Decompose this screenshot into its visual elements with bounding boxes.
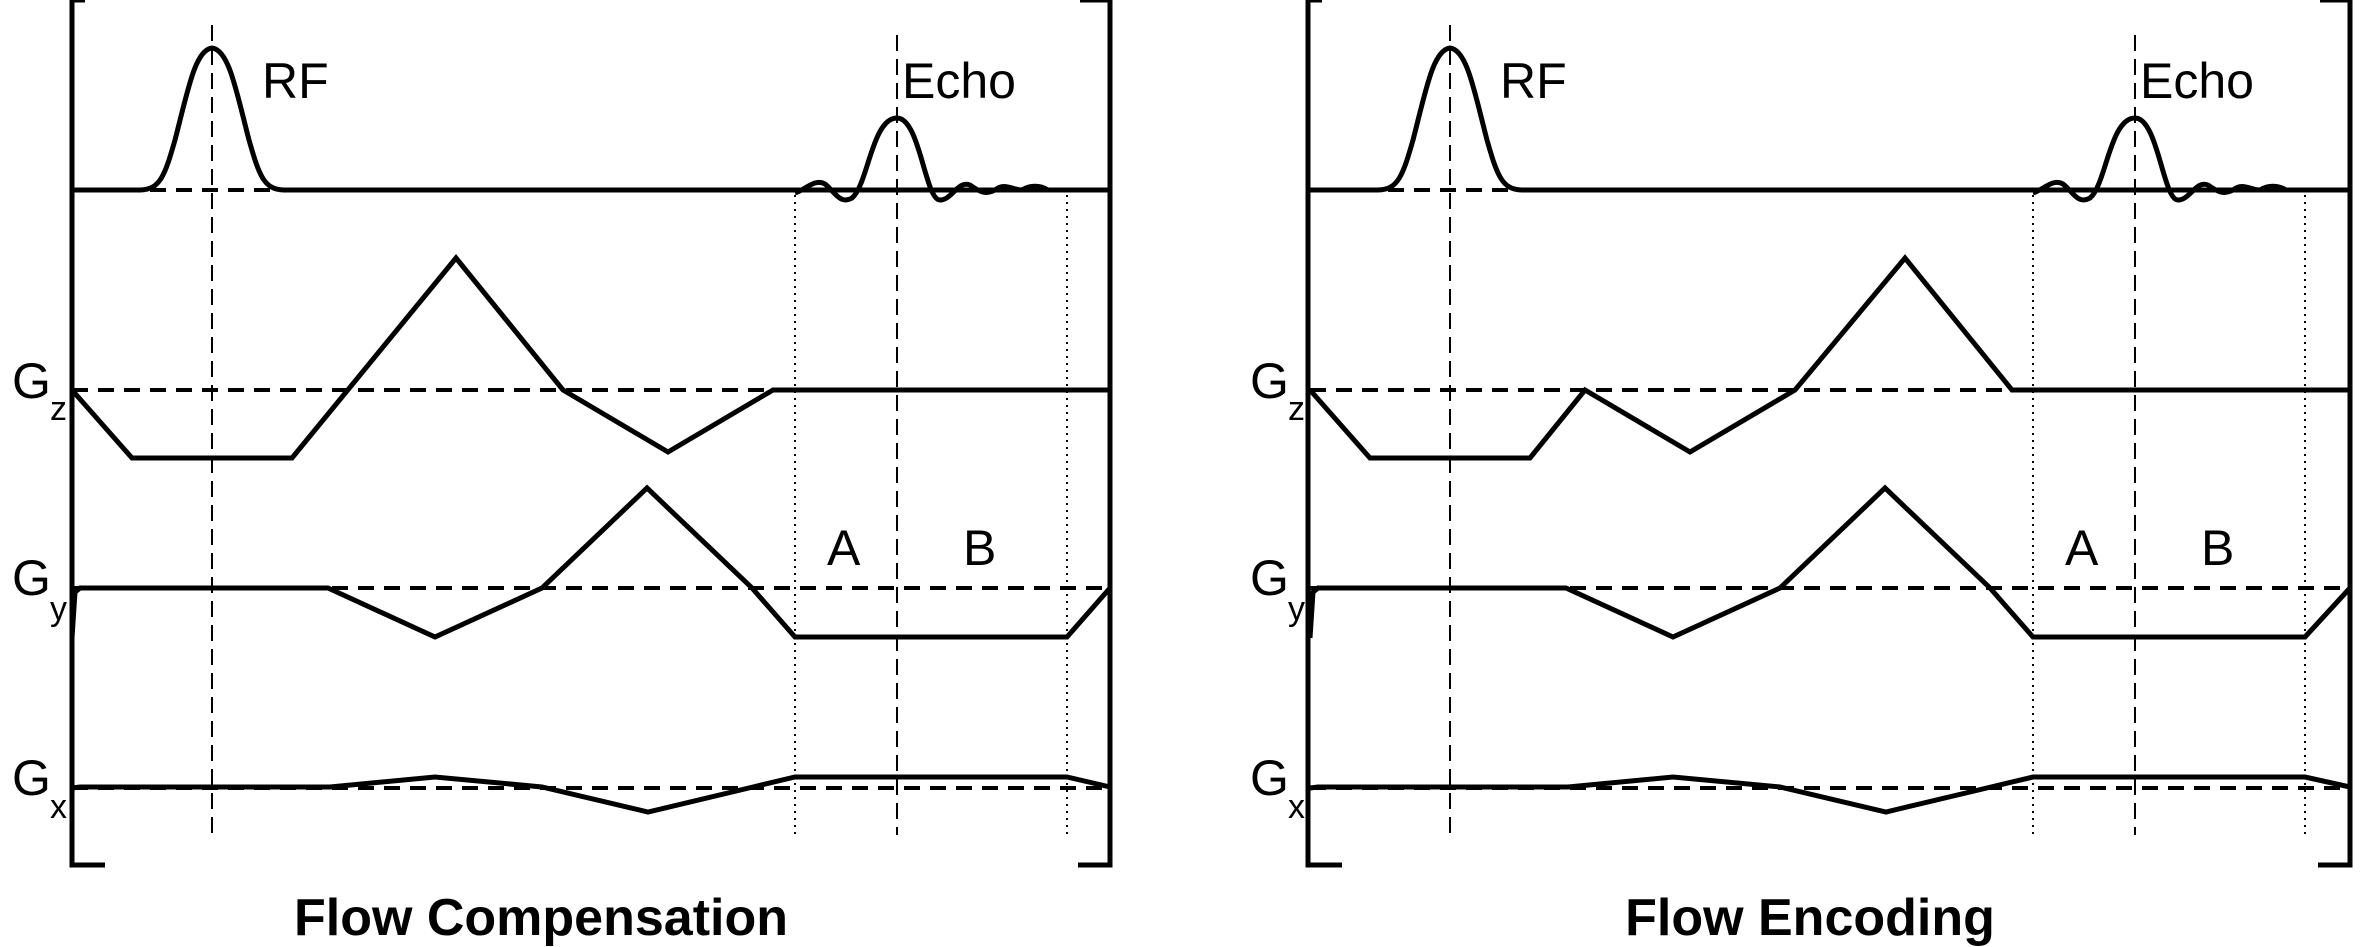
gz-gradient xyxy=(1308,254,2350,461)
gx-gradient xyxy=(1309,774,2351,815)
gz-subscript: z xyxy=(50,390,67,428)
interval-b-label: B xyxy=(2201,520,2234,576)
echo-label: Echo xyxy=(902,53,1016,109)
gy-subscript: y xyxy=(50,590,67,628)
echo-label: Echo xyxy=(2140,53,2254,109)
gx-label: G xyxy=(1250,750,1289,806)
gz-gradient xyxy=(70,254,1110,461)
frame-bracket-top-right xyxy=(1078,0,1113,868)
gy-subscript: y xyxy=(1288,590,1305,628)
gz-label: G xyxy=(12,353,51,409)
frame-bracket-top-left xyxy=(69,0,105,868)
gx-subscript: x xyxy=(1288,788,1305,826)
echo-signal xyxy=(794,115,1067,203)
rf-label: RF xyxy=(262,53,329,109)
frame-bracket-top-left xyxy=(1305,0,1342,868)
gx-subscript: x xyxy=(50,788,67,826)
gx-gradient xyxy=(71,774,1111,815)
interval-a-label: A xyxy=(2065,520,2099,576)
panel-title: Flow Encoding xyxy=(1625,889,1995,947)
gz-label: G xyxy=(1250,353,1289,409)
interval-b-label: B xyxy=(963,520,996,576)
interval-a-label: A xyxy=(827,520,861,576)
rf-pulse xyxy=(1310,45,2350,193)
gy-gradient xyxy=(69,484,1112,640)
gx-label: G xyxy=(12,750,51,806)
panel-flow-encoding: RF Echo G z G y A B G x Flow Encoding xyxy=(1250,0,2353,947)
frame-bracket-top-right xyxy=(2318,0,2353,868)
gy-label: G xyxy=(12,550,51,606)
echo-signal xyxy=(2032,115,2305,203)
panel-flow-compensation: RF Echo G z G y A B G x Flow Compensatio… xyxy=(12,0,1113,947)
gz-subscript: z xyxy=(1288,390,1305,428)
rf-label: RF xyxy=(1500,53,1567,109)
panel-title: Flow Compensation xyxy=(294,889,788,947)
gy-label: G xyxy=(1250,550,1289,606)
rf-pulse xyxy=(72,45,1110,193)
gy-gradient xyxy=(1307,484,2352,640)
